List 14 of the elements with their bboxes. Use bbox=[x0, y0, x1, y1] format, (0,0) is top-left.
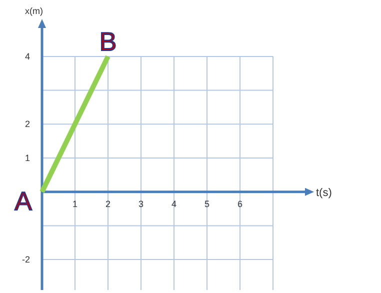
x-tick-label: 3 bbox=[138, 198, 144, 209]
x-tick-label: 2 bbox=[105, 198, 111, 209]
y-tick-label: 1 bbox=[24, 153, 30, 163]
y-tick-label: 2 bbox=[24, 119, 30, 130]
y-tick-label: -2 bbox=[22, 254, 30, 265]
annotation: A bbox=[14, 186, 33, 216]
y-tick-label: 4 bbox=[24, 51, 30, 62]
x-tick-label: 1 bbox=[72, 198, 78, 209]
annotation: B bbox=[99, 26, 117, 56]
y-axis-title: x(m) bbox=[25, 6, 43, 16]
x-tick-label: 4 bbox=[171, 198, 177, 209]
x-axis-title: t(s) bbox=[316, 186, 332, 199]
x-tick-label: 6 bbox=[237, 198, 243, 209]
x-tick-label: 5 bbox=[204, 198, 210, 209]
